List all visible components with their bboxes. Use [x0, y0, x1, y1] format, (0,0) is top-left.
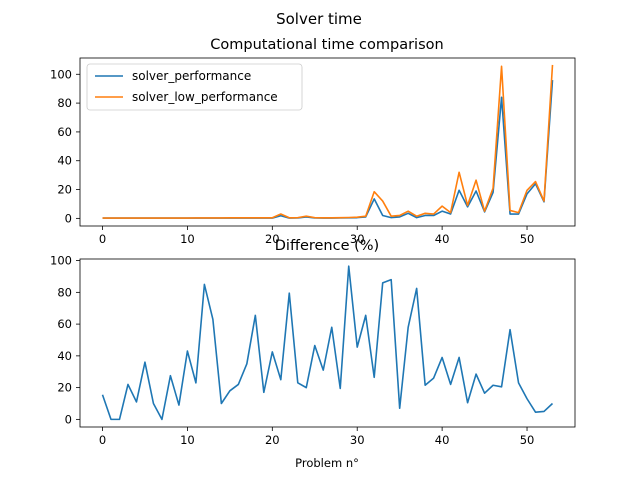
top-y-tick-label: 60 [57, 125, 72, 139]
top-x-tick-label: 30 [350, 232, 365, 246]
top-x-tick-label: 10 [180, 232, 195, 246]
top-x-tick-label: 20 [265, 232, 280, 246]
top-chart-plot-area: 0 10 20 30 40 50 0 20 40 60 80 100 [50, 64, 554, 246]
bottom-x-tick-label: 40 [435, 433, 450, 447]
top-y-tick-label: 80 [57, 96, 72, 110]
bottom-chart-x-axis-label: Problem n° [295, 456, 359, 470]
figure-suptitle: Solver time [276, 10, 362, 28]
top-chart-frame [79, 57, 576, 227]
top-y-tick-label: 20 [57, 183, 72, 197]
bottom-chart-frame [79, 258, 576, 428]
bottom-series-line-0 [101, 265, 554, 421]
bottom-y-tick-label: 100 [50, 254, 72, 268]
bottom-x-tick-label: 10 [180, 433, 195, 447]
legend-box [86, 63, 303, 111]
bottom-chart-plot-area: 0 10 20 30 40 50 0 20 40 60 80 100 [50, 254, 554, 447]
bottom-y-tick-label: 40 [57, 349, 72, 363]
top-x-tick-label: 40 [435, 232, 450, 246]
top-y-tick-label: 100 [50, 67, 72, 81]
bottom-x-tick-label: 20 [265, 433, 280, 447]
top-chart-legend: solver_performance solver_low_performanc… [86, 63, 303, 111]
bottom-x-tick-label: 50 [520, 433, 535, 447]
bottom-chart: Difference (%) 0 10 20 30 40 50 0 20 40 60 80 100 P… [50, 238, 576, 470]
top-x-tick-label: 50 [520, 232, 535, 246]
top-x-tick-label: 0 [99, 232, 106, 246]
bottom-y-tick-label: 80 [57, 285, 72, 299]
top-series-line-solver-low-performance [102, 64, 554, 219]
legend-label-solver-low-performance: solver_low_performance [132, 90, 278, 104]
bottom-chart-title: Difference (%) [275, 238, 379, 254]
legend-label-solver-performance: solver_performance [132, 69, 251, 83]
bottom-x-tick-label: 0 [99, 433, 106, 447]
bottom-y-tick-label: 0 [65, 412, 72, 426]
bottom-y-tick-label: 60 [57, 317, 72, 331]
bottom-y-tick-label: 20 [57, 381, 72, 395]
top-y-tick-label: 0 [65, 211, 72, 225]
top-chart: Computational time comparison 0 10 20 30 40 5… [50, 37, 576, 246]
top-chart-title: Computational time comparison [210, 37, 443, 53]
top-y-tick-label: 40 [57, 154, 72, 168]
bottom-x-tick-label: 30 [350, 433, 365, 447]
